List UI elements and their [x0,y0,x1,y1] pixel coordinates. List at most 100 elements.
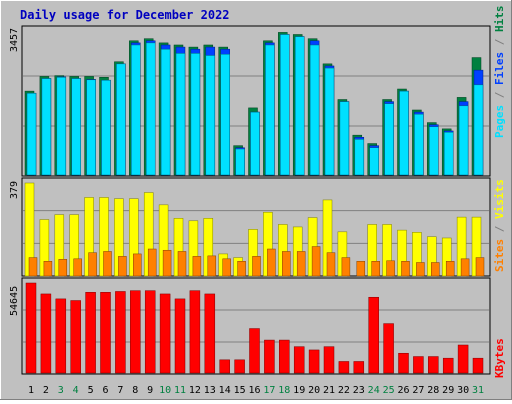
sites-bar [282,251,291,277]
sites-bar [103,251,112,277]
pages-legend: Pages [493,105,506,138]
day-tick-label: 22 [338,385,350,396]
sites-bar [356,261,366,277]
day-tick-label: 9 [147,385,153,396]
pages-bar [265,44,275,176]
sites-bar [401,261,410,277]
day-tick-label: 25 [383,385,395,396]
sites-bar [207,255,217,277]
sites-bar [58,259,68,277]
sites-bar [431,262,440,277]
sites-bar [445,261,455,277]
pages-bar [41,78,52,176]
pages-bar [250,111,260,176]
pages-bar [175,53,186,176]
sites-bar [73,258,82,277]
pages-bar [429,126,439,176]
kbytes-bar [398,352,409,374]
day-tick-label: 11 [174,385,186,396]
pages-bar [220,53,230,176]
kbytes-bar [25,282,37,374]
pages-bar [399,90,409,176]
kbytes-bar [219,359,230,374]
legend-separator-3: / [493,219,506,239]
kbytes-bar [204,293,216,374]
chart-title: Daily usage for December 2022 [20,8,230,22]
kbytes-bar [353,361,365,374]
kbytes-bar [130,290,141,374]
kbytes-axis-label: KBytes [493,338,506,378]
kbytes-bar [159,293,171,374]
sites-bar [43,261,53,277]
day-tick-label: 30 [457,385,469,396]
sites-bar [133,253,142,277]
day-tick-label: 19 [293,385,305,396]
hits-scale-label: 3457 [9,28,20,52]
panel-visits-sites: 379 Sites / Visits [9,177,506,277]
pages-bar [190,53,201,176]
kbytes-bar [279,339,290,374]
day-tick-label: 10 [159,385,171,396]
day-tick-label: 6 [102,385,108,396]
pages-bar [26,92,37,176]
day-tick-label: 2 [43,385,49,396]
kbytes-bar [85,292,96,374]
pages-bar [131,44,141,176]
kbytes-bar [100,292,111,374]
kbytes-bar [264,339,275,374]
pages-bar [56,77,67,176]
sites-bar [475,257,485,277]
kbytes-bar [323,346,335,374]
pages-bar [294,36,305,176]
sites-bar [326,252,336,277]
kbytes-bars [25,282,484,374]
day-tick-label: 21 [323,385,335,396]
kbytes-bar [308,349,320,374]
pages-bar [354,139,365,176]
panel-kbytes: 54645 KBytes [9,277,506,378]
day-tick-label: 17 [263,385,275,396]
kbytes-bar [174,298,186,374]
day-tick-label: 15 [234,385,246,396]
sites-bar [371,261,380,277]
kbytes-bar [70,300,81,374]
day-tick-label: 18 [278,385,290,396]
hits-bars [24,32,484,176]
sites-bar [88,252,97,277]
sites-bar [267,248,276,277]
sites-bar [147,248,157,277]
day-tick-label: 31 [472,385,484,396]
sites-bar [222,258,231,277]
day-tick-label: 26 [397,385,409,396]
kbytes-scale-label: 54645 [9,286,20,316]
sites-bar [311,246,321,277]
sites-bar [416,262,425,277]
kbytes-bar [413,356,424,374]
pages-bar [458,105,469,176]
sites-bar [192,256,202,277]
visits-bars [24,182,485,277]
pages-bar [324,67,335,176]
day-tick-label: 4 [73,385,79,396]
day-tick-label: 14 [219,385,231,396]
day-tick-label: 27 [412,385,424,396]
kbytes-bar [249,328,260,374]
visits-legend: Visits [493,179,506,219]
pages-bar [235,148,245,176]
day-tick-label: 7 [117,385,123,396]
day-tick-label: 12 [189,385,201,396]
pages-bar [205,55,216,176]
pages-bar [443,131,454,176]
pages-bar [339,101,350,176]
pages-bar [473,84,484,176]
kbytes-bar [472,357,484,374]
pages-bar [384,103,394,176]
sites-bar [386,260,395,277]
day-tick-label: 1 [28,385,34,396]
day-tick-label: 5 [88,385,94,396]
day-tick-label: 29 [442,385,454,396]
visits-axis-label: Sites / Visits [493,179,506,272]
day-tick-label: 28 [427,385,439,396]
